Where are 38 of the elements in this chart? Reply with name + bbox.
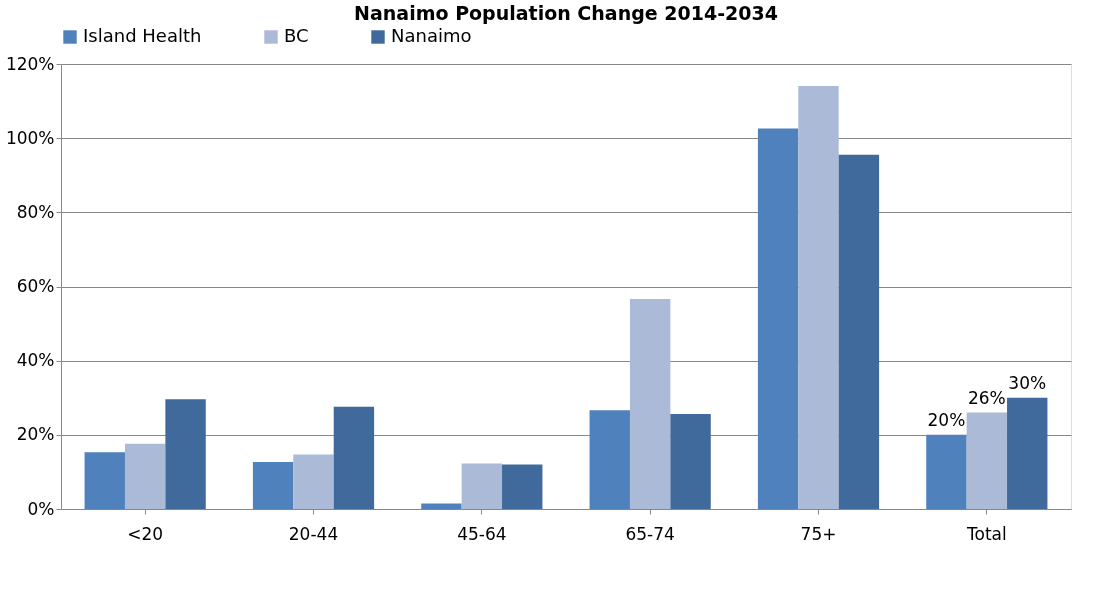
legend-label: Nanaimo: [391, 25, 472, 46]
bar: [1007, 397, 1048, 509]
bar: [293, 454, 334, 509]
legend-label: BC: [284, 25, 309, 46]
bar: [757, 128, 799, 509]
bar: [838, 154, 880, 509]
bar: [461, 463, 503, 509]
y-tick-label: 20%: [16, 424, 55, 445]
bar: [165, 399, 206, 509]
bar: [629, 299, 671, 509]
bar: [252, 461, 294, 509]
bar: [124, 443, 166, 509]
y-tick-label: 0%: [27, 498, 55, 519]
bar: [502, 464, 543, 509]
bar: [966, 412, 1008, 509]
y-tick-label: 60%: [16, 276, 55, 296]
y-tick-label: 40%: [16, 350, 55, 371]
chart-title: Nanaimo Population Change 2014-2034: [354, 2, 778, 24]
bar: [421, 503, 462, 509]
data-label: 20%: [927, 409, 966, 430]
x-tick-label: Total: [965, 523, 1007, 544]
bar: [589, 410, 630, 509]
y-tick-label: 80%: [16, 201, 55, 222]
bar: [84, 452, 125, 509]
x-tick-label: 45-64: [457, 523, 507, 544]
bar: [670, 414, 711, 509]
y-tick-label: 100%: [5, 127, 55, 148]
y-tick-label: 120%: [5, 53, 55, 74]
bar: [333, 406, 375, 509]
data-label: 26%: [967, 387, 1006, 408]
bar: [926, 434, 967, 509]
data-label: 30%: [1008, 372, 1047, 393]
bar: [798, 85, 839, 509]
x-tick-label: 65-74: [625, 523, 675, 544]
x-tick-label: 75+: [800, 523, 837, 544]
x-tick-label: 20-44: [288, 523, 339, 544]
legend-label: Island Health: [83, 25, 202, 46]
x-tick-label: <20: [127, 523, 164, 544]
